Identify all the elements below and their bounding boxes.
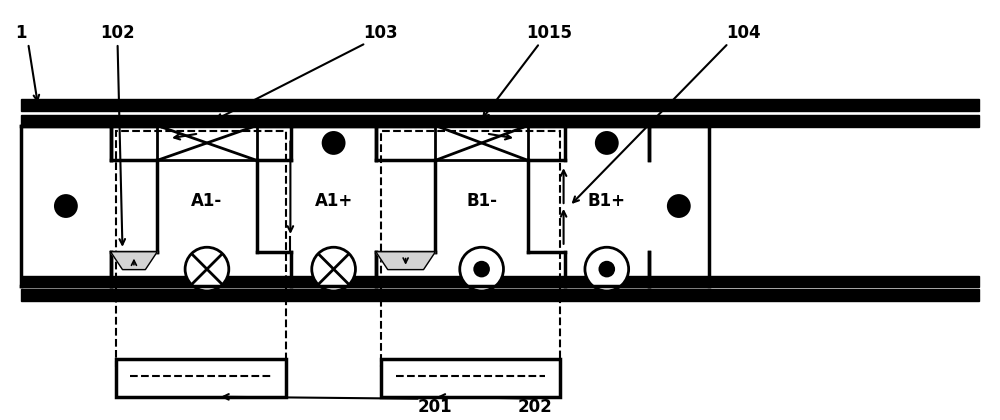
Circle shape [473, 261, 490, 278]
Text: B1-: B1- [466, 192, 497, 210]
Polygon shape [21, 289, 979, 302]
Bar [116, 359, 286, 397]
Polygon shape [21, 99, 979, 110]
Text: A1+: A1+ [314, 192, 353, 210]
Text: 201: 201 [418, 398, 453, 416]
Polygon shape [21, 276, 979, 287]
Bar [381, 359, 560, 397]
Text: 202: 202 [517, 398, 552, 416]
Bar [381, 131, 560, 367]
Circle shape [322, 131, 346, 155]
Text: 104: 104 [726, 24, 761, 42]
Circle shape [595, 131, 619, 155]
Circle shape [585, 247, 629, 291]
Text: 103: 103 [363, 24, 398, 42]
Bar [157, 126, 257, 160]
Circle shape [667, 194, 691, 218]
Circle shape [460, 247, 503, 291]
Circle shape [598, 261, 615, 278]
Text: 1: 1 [15, 24, 27, 42]
Circle shape [185, 247, 229, 291]
Polygon shape [21, 115, 979, 126]
Text: B1+: B1+ [588, 192, 626, 210]
Text: 102: 102 [100, 24, 135, 42]
Text: 1015: 1015 [527, 24, 573, 42]
Polygon shape [111, 252, 157, 270]
Circle shape [312, 247, 355, 291]
Bar [116, 131, 286, 367]
Circle shape [54, 194, 78, 218]
Text: A1-: A1- [191, 192, 223, 210]
Bar [435, 126, 528, 160]
Polygon shape [376, 252, 435, 270]
